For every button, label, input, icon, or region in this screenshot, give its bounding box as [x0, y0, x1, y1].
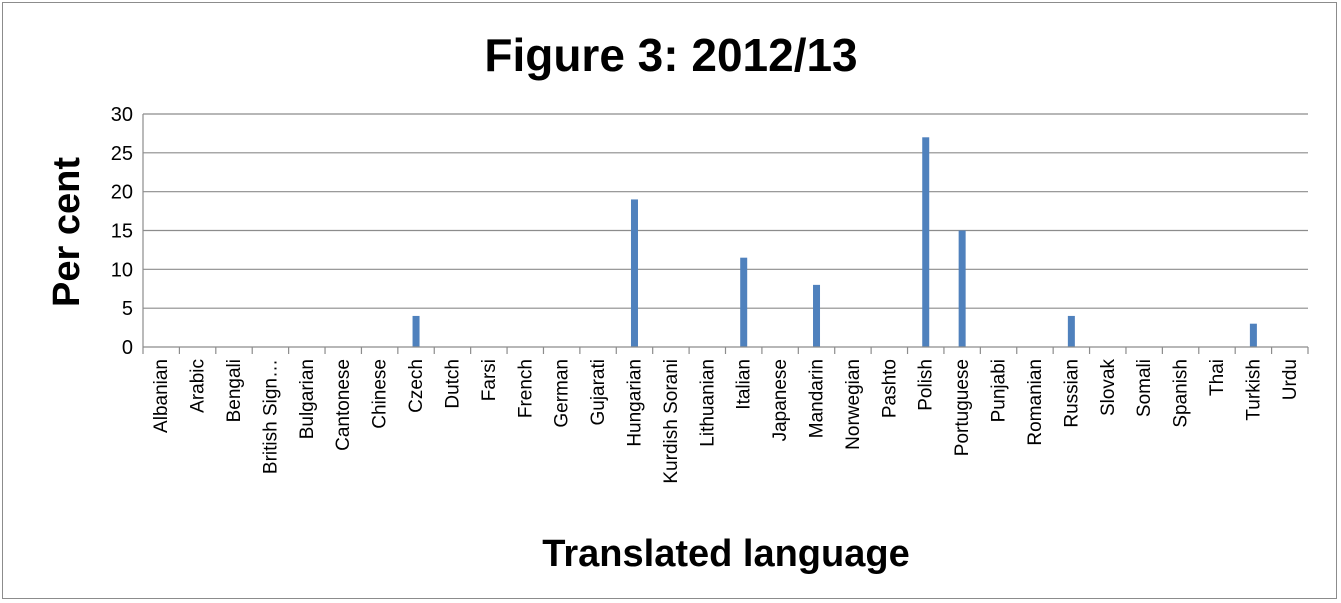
bar-turkish — [1249, 323, 1257, 347]
x-tick-label: Czech — [406, 359, 427, 413]
x-tick-label: British Sign… — [260, 359, 281, 474]
x-tick-label: Polish — [916, 359, 937, 411]
x-tick-label: Farsi — [479, 359, 500, 401]
x-tick-label: Albanian — [151, 359, 172, 433]
axes — [142, 114, 1309, 354]
x-tick-label: Mandarin — [807, 359, 828, 438]
x-tick-label: Dutch — [442, 359, 463, 409]
x-tick-label: Urdu — [1280, 359, 1301, 400]
y-tick-labels: 0 5 10 15 20 25 30 — [111, 104, 133, 359]
bar-russian — [1067, 315, 1075, 347]
x-tick-label: Bulgarian — [297, 359, 318, 439]
x-tick-label: Thai — [1207, 359, 1228, 396]
y-tick-label: 10 — [111, 259, 133, 281]
y-tick-label: 25 — [111, 143, 133, 165]
bar-italian — [740, 257, 748, 347]
x-tick-label: Lithuanian — [697, 359, 718, 447]
x-tick-label: Somali — [1134, 359, 1155, 417]
chart-title: Figure 3: 2012/13 — [484, 29, 857, 81]
bar-mandarin — [813, 284, 821, 347]
x-tick-label: Russian — [1061, 359, 1082, 428]
y-axis-title: Per cent — [46, 157, 88, 307]
x-tick-label: Romanian — [1025, 359, 1046, 446]
bar-hungarian — [630, 199, 638, 347]
x-tick-label: Turkish — [1243, 359, 1264, 421]
x-tick-label: German — [552, 359, 573, 428]
x-tick-label: Norwegian — [843, 359, 864, 450]
y-tick-label: 30 — [111, 104, 133, 126]
x-tick-label: Gujarati — [588, 359, 609, 426]
x-axis-title: Translated language — [542, 533, 909, 575]
x-tick-label: Punjabi — [989, 359, 1010, 422]
bar-polish — [922, 137, 930, 347]
x-tick-labels: Albanian Arabic Bengali British Sign… Bulgar… — [151, 359, 1301, 484]
x-tick-label: Cantonese — [333, 359, 354, 451]
x-tick-label: Slovak — [1098, 359, 1119, 417]
y-tick-label: 0 — [122, 337, 133, 359]
bar-czech — [412, 315, 420, 347]
y-tick-label: 20 — [111, 182, 133, 204]
bar-portuguese — [958, 230, 966, 347]
x-tick-label: Pashto — [879, 359, 900, 418]
gridlines — [143, 113, 1308, 309]
x-tick-label: Japanese — [770, 359, 791, 441]
x-tick-label: Spanish — [1171, 359, 1192, 428]
x-tick-label: Hungarian — [624, 359, 645, 447]
x-tick-label: French — [515, 359, 536, 418]
y-tick-label: 15 — [111, 221, 133, 243]
x-tick-label: Portuguese — [952, 359, 973, 456]
y-tick-label: 5 — [122, 298, 133, 320]
bars — [412, 137, 1257, 347]
x-tick-label: Chinese — [370, 359, 391, 429]
x-tick-label: Kurdish Sorani — [661, 359, 682, 484]
x-tick-label: Italian — [734, 359, 755, 410]
x-tick-label: Arabic — [188, 359, 209, 413]
x-tick-label: Bengali — [224, 359, 245, 422]
